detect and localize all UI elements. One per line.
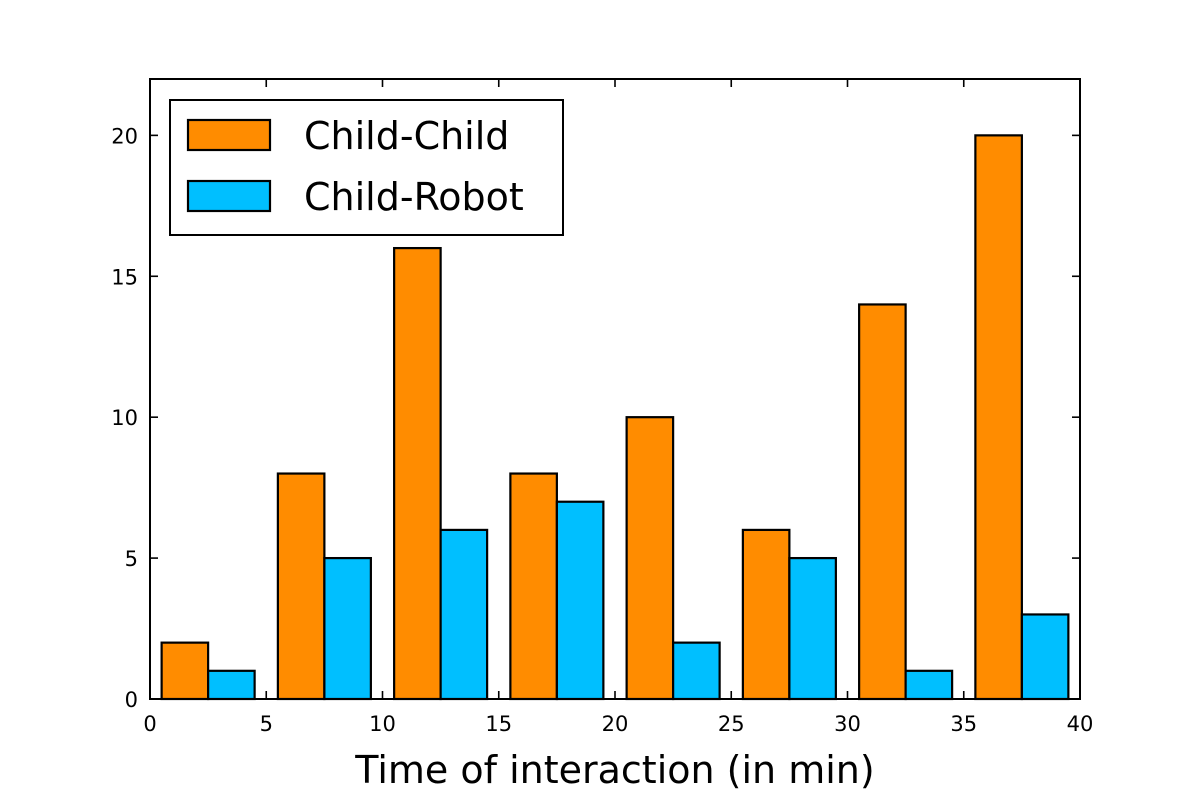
bar-child-child-0 — [160, 641, 210, 701]
legend-swatch-child-child — [186, 118, 272, 152]
legend-label-child-child: Child-Child — [304, 114, 509, 158]
plot-frame — [149, 78, 1081, 700]
bar-child-child-5 — [741, 528, 791, 701]
ticks-layer: 0 5 10 15 20 25 30 35 40 0 5 10 15 20 — [111, 79, 1093, 736]
y-tick-label: 0 — [125, 688, 138, 712]
y-tick-label: 10 — [111, 406, 138, 430]
x-tick-label: 10 — [369, 712, 396, 736]
bar-child-robot-0 — [207, 669, 256, 701]
y-tick-label: 15 — [111, 265, 138, 289]
x-tick-label: 40 — [1067, 712, 1094, 736]
bar-child-child-7 — [974, 134, 1023, 701]
bar-child-robot-5 — [788, 556, 837, 701]
y-tick-label: 5 — [125, 547, 138, 571]
bar-child-child-6 — [858, 303, 907, 701]
legend: Child-Child Child-Robot — [169, 99, 564, 236]
bar-child-robot-3 — [555, 500, 605, 701]
bar-child-child-2 — [393, 246, 442, 701]
bar-child-robot-1 — [323, 556, 372, 701]
legend-swatch-child-robot — [186, 179, 272, 213]
x-tick-label: 30 — [834, 712, 861, 736]
y-tick-label: 20 — [111, 124, 138, 148]
x-tick-label: 0 — [143, 712, 156, 736]
bar-child-robot-7 — [1020, 613, 1070, 701]
legend-label-child-robot: Child-Robot — [304, 175, 524, 219]
x-tick-label: 25 — [718, 712, 745, 736]
x-axis-label: Time of interaction (in min) — [354, 748, 874, 792]
bar-child-robot-4 — [672, 641, 721, 701]
bar-child-child-3 — [509, 472, 558, 701]
x-tick-label: 5 — [260, 712, 273, 736]
x-tick-label: 20 — [602, 712, 629, 736]
bar-child-child-1 — [276, 472, 326, 701]
bar-child-robot-2 — [439, 528, 489, 701]
bar-child-child-4 — [625, 416, 675, 701]
x-tick-label: 15 — [485, 712, 512, 736]
bar-child-robot-6 — [904, 669, 954, 701]
bars-layer — [160, 134, 1070, 701]
x-tick-label: 35 — [950, 712, 977, 736]
